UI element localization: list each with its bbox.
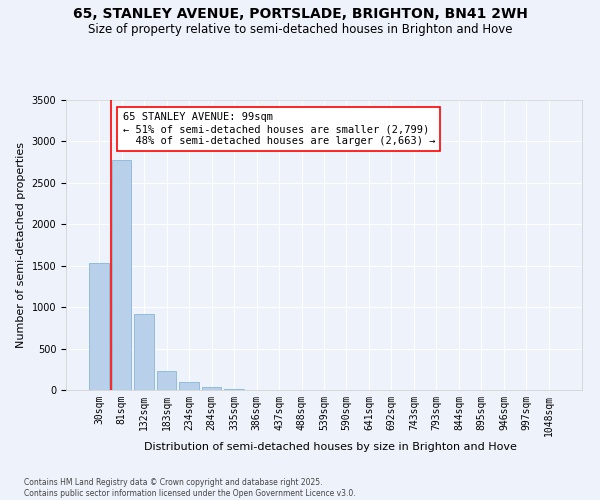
Bar [89, 263, 109, 390]
Bar [202, 386, 221, 390]
Text: 65 STANLEY AVENUE: 99sqm
← 51% of semi-detached houses are smaller (2,799)
  48%: 65 STANLEY AVENUE: 99sqm ← 51% of semi-d… [122, 112, 435, 146]
Bar [157, 371, 176, 390]
Bar [112, 160, 131, 390]
Text: Contains HM Land Registry data © Crown copyright and database right 2025.
Contai: Contains HM Land Registry data © Crown c… [24, 478, 356, 498]
Bar [224, 389, 244, 390]
Text: 65, STANLEY AVENUE, PORTSLADE, BRIGHTON, BN41 2WH: 65, STANLEY AVENUE, PORTSLADE, BRIGHTON,… [73, 8, 527, 22]
Text: Distribution of semi-detached houses by size in Brighton and Hove: Distribution of semi-detached houses by … [143, 442, 517, 452]
Text: Size of property relative to semi-detached houses in Brighton and Hove: Size of property relative to semi-detach… [88, 22, 512, 36]
Bar [134, 314, 154, 390]
Y-axis label: Number of semi-detached properties: Number of semi-detached properties [16, 142, 26, 348]
Bar [179, 382, 199, 390]
